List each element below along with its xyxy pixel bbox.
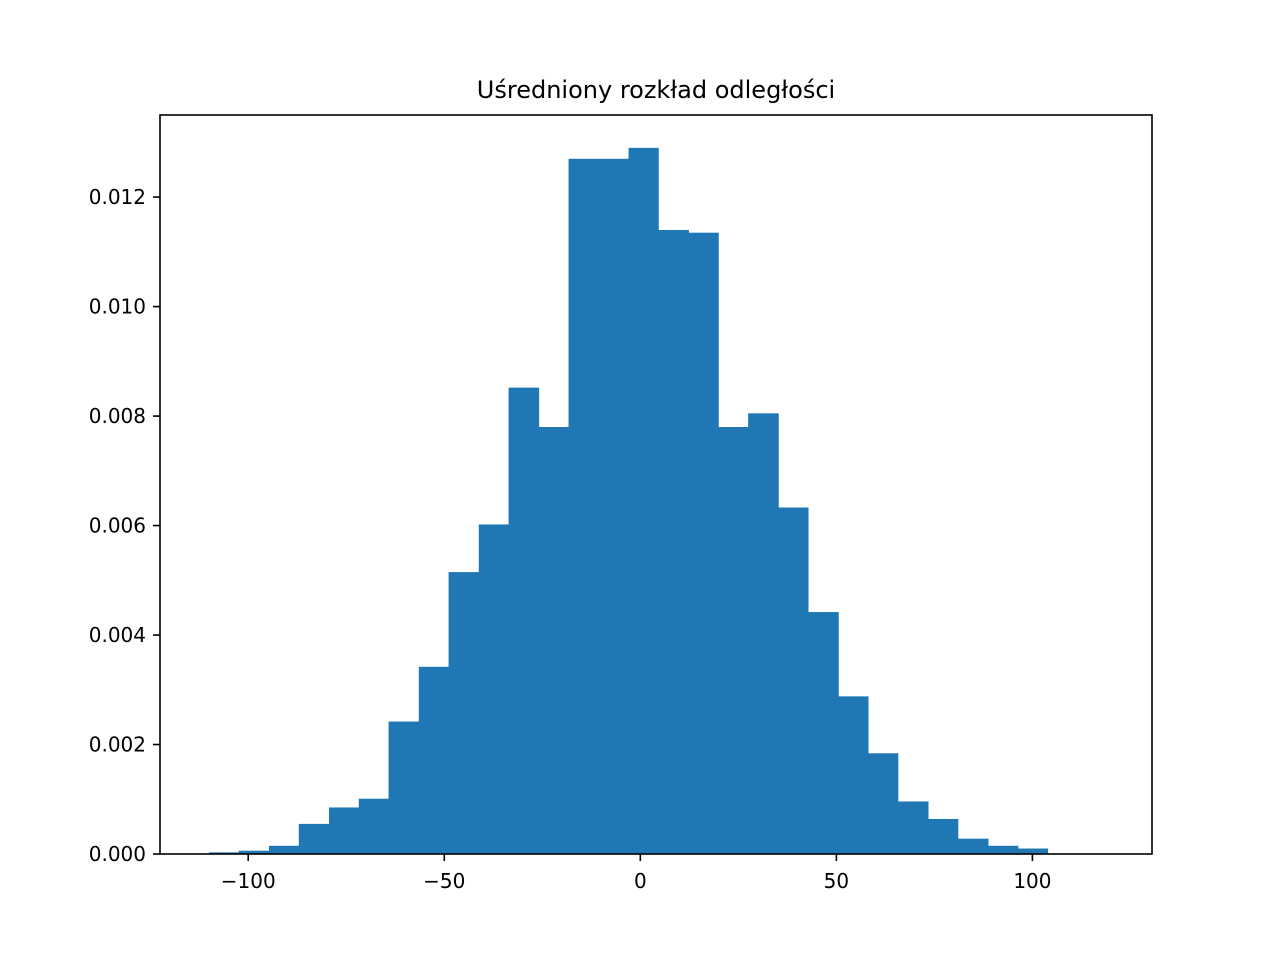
x-tick-label: −50 (423, 869, 465, 893)
histogram-bar (298, 823, 330, 854)
y-tick-label: 0.010 (89, 295, 146, 319)
histogram-bar (598, 158, 629, 855)
y-tick-label: 0.002 (89, 733, 146, 757)
histogram-bar (808, 612, 839, 854)
y-axis-ticks: 0.000 0.002 0.004 0.006 0.008 0.010 0.012 (89, 185, 160, 866)
histogram-bar (748, 413, 779, 854)
histogram-bar (568, 158, 599, 855)
plot-frame (159, 114, 1153, 855)
histogram-bar (448, 572, 480, 854)
histogram-bar (478, 524, 509, 854)
y-tick-label: 0.012 (89, 185, 146, 209)
histogram-bar (628, 147, 659, 855)
histogram-bar (928, 818, 959, 854)
histogram-bar (988, 845, 1019, 854)
histogram-bar (418, 666, 449, 854)
histogram-bar (838, 696, 869, 854)
histogram-bar (718, 427, 749, 854)
histogram-bar (388, 721, 420, 854)
histogram-bar (538, 427, 569, 854)
y-tick-label: 0.006 (89, 514, 146, 538)
histogram-bar (957, 838, 989, 854)
histogram-bar (1017, 848, 1049, 854)
x-tick-label: 0 (634, 869, 647, 893)
histogram-bar (269, 845, 300, 854)
chart-title: Uśredniony rozkład odległości (477, 76, 835, 104)
histogram-bar (778, 507, 809, 854)
x-tick-label: −100 (221, 869, 276, 893)
histogram-bar (508, 387, 540, 854)
histogram-bar (658, 229, 689, 854)
histogram-bar (868, 753, 899, 854)
histogram-bar (897, 801, 929, 854)
y-tick-label: 0.004 (89, 623, 146, 647)
histogram-bar (328, 807, 360, 854)
y-tick-label: 0.000 (89, 842, 146, 866)
x-axis-ticks: −100 −50 0 50 100 (221, 854, 1052, 893)
y-tick-label: 0.008 (89, 404, 146, 428)
histogram-bar (688, 232, 719, 854)
x-tick-label: 50 (824, 869, 849, 893)
histogram-bar (238, 850, 270, 854)
histogram-bar (209, 852, 240, 854)
bars-group (209, 147, 1049, 855)
x-tick-label: 100 (1013, 869, 1051, 893)
histogram-bar (358, 798, 389, 854)
